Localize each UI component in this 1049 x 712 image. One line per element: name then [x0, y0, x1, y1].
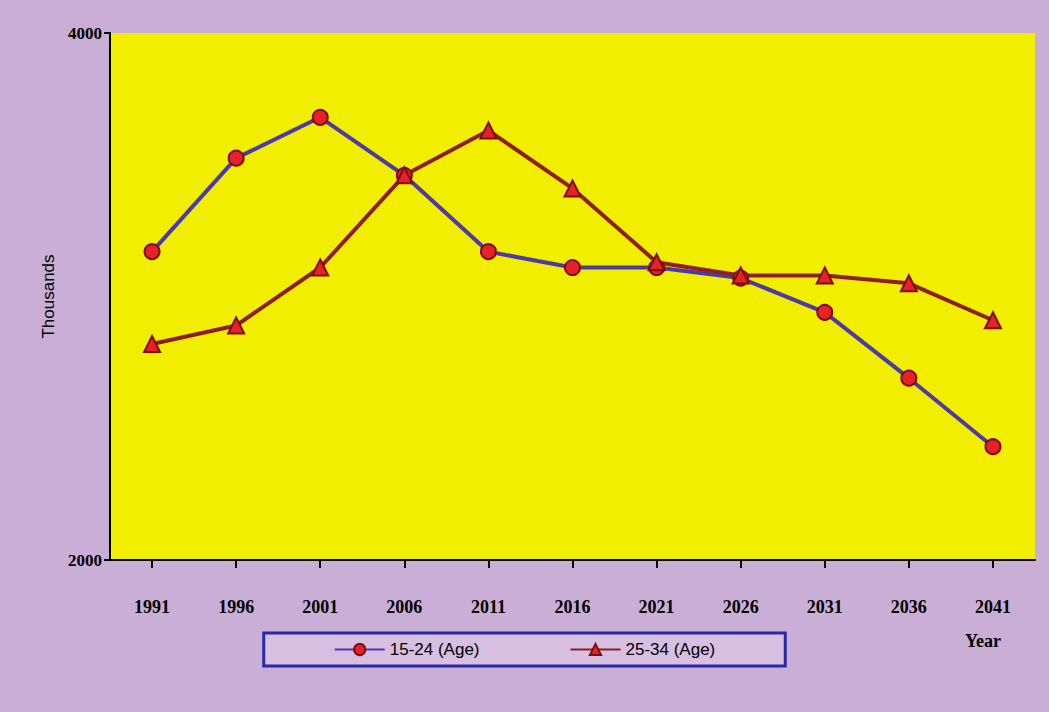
svg-text:Year: Year [965, 631, 1001, 651]
svg-text:2026: 2026 [723, 597, 759, 617]
svg-text:2036: 2036 [891, 597, 927, 617]
svg-text:1991: 1991 [134, 597, 170, 617]
svg-text:2011: 2011 [471, 597, 506, 617]
svg-text:2031: 2031 [807, 597, 843, 617]
svg-text:2000: 2000 [68, 551, 102, 570]
svg-text:2021: 2021 [639, 597, 675, 617]
svg-text:Thousands: Thousands [39, 254, 58, 338]
svg-text:1996: 1996 [218, 597, 254, 617]
svg-text:2006: 2006 [386, 597, 422, 617]
svg-text:2001: 2001 [302, 597, 338, 617]
svg-text:2041: 2041 [975, 597, 1011, 617]
svg-text:4000: 4000 [68, 24, 102, 43]
svg-text:2016: 2016 [555, 597, 591, 617]
svg-text:15-24 (Age): 15-24 (Age) [390, 640, 480, 659]
svg-text:25-34 (Age): 25-34 (Age) [626, 640, 716, 659]
